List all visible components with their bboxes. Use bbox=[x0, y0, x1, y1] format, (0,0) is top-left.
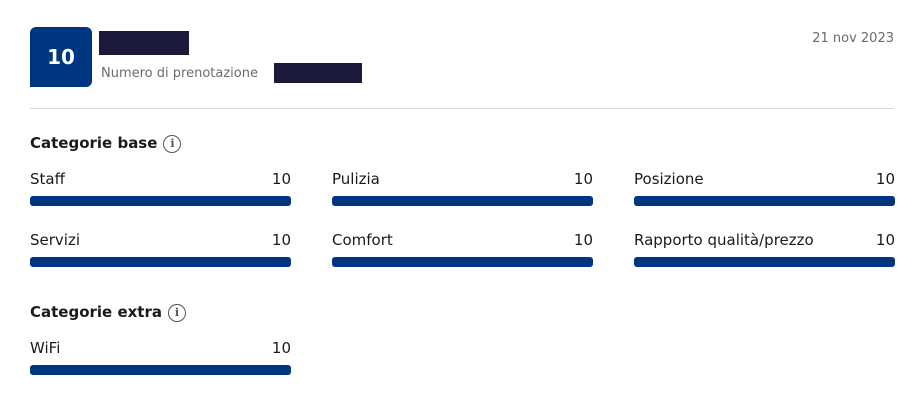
score-bar bbox=[30, 196, 291, 206]
category-label: Rapporto qualità/prezzo bbox=[634, 231, 814, 249]
redacted-booking-number bbox=[274, 63, 362, 83]
score-bar bbox=[332, 257, 593, 267]
divider bbox=[30, 108, 894, 109]
review-date: 21 nov 2023 bbox=[812, 31, 894, 46]
category-label: Pulizia bbox=[332, 170, 380, 188]
booking-label: Numero di prenotazione bbox=[101, 66, 258, 81]
category-score: 10 bbox=[573, 170, 593, 188]
category-score: 10 bbox=[573, 231, 593, 249]
score-bar bbox=[30, 257, 291, 267]
category-label: WiFi bbox=[30, 339, 61, 357]
category-label: Posizione bbox=[634, 170, 704, 188]
score-track bbox=[30, 196, 291, 206]
info-icon[interactable]: i bbox=[163, 134, 182, 153]
score-track bbox=[634, 196, 895, 206]
score-track bbox=[332, 196, 593, 206]
category-score: 10 bbox=[271, 170, 291, 188]
score-badge: 10 bbox=[30, 27, 92, 87]
category-score: 10 bbox=[875, 231, 895, 249]
category-score: 10 bbox=[271, 231, 291, 249]
score-bar bbox=[634, 196, 895, 206]
score-track bbox=[30, 365, 291, 375]
section-title: Categorie base i bbox=[30, 134, 182, 153]
score-track bbox=[634, 257, 895, 267]
category-label: Servizi bbox=[30, 231, 81, 249]
score-bar bbox=[30, 365, 291, 375]
score-track bbox=[30, 257, 291, 267]
category-label: Comfort bbox=[332, 231, 393, 249]
category-label: Staff bbox=[30, 170, 65, 188]
redacted-name bbox=[99, 31, 189, 55]
section-title: Categorie extra i bbox=[30, 303, 186, 322]
score-track bbox=[332, 257, 593, 267]
score-bar bbox=[634, 257, 895, 267]
info-icon[interactable]: i bbox=[168, 303, 186, 322]
category-score: 10 bbox=[875, 170, 895, 188]
score-bar bbox=[332, 196, 593, 206]
category-score: 10 bbox=[271, 339, 291, 357]
